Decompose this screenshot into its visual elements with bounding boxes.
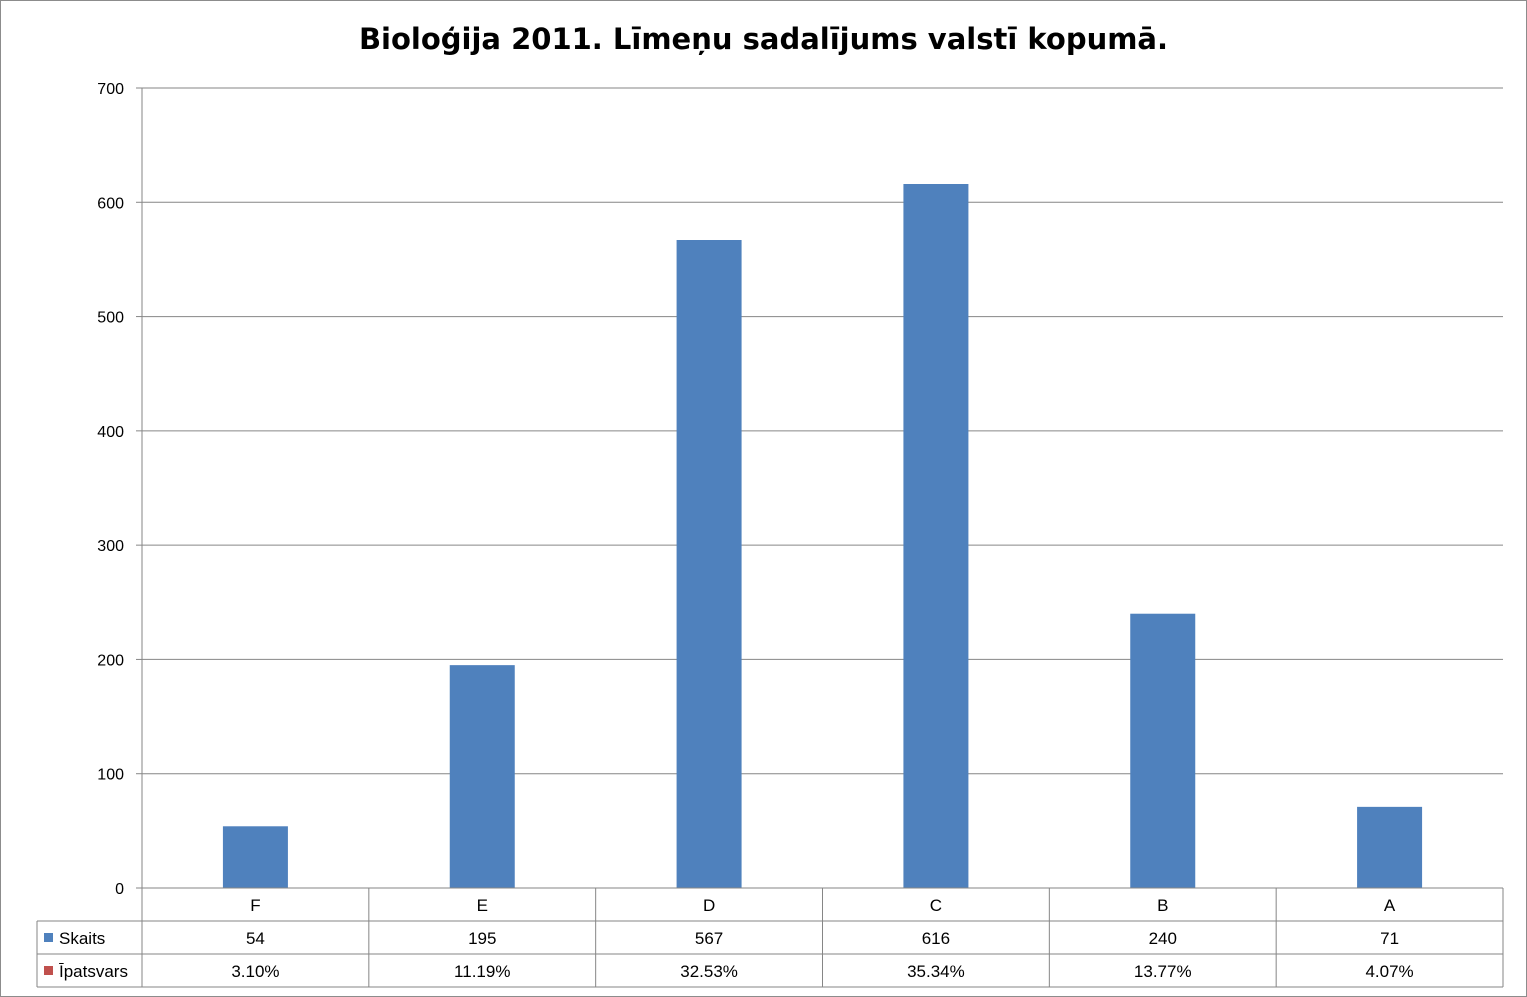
data-cell: 71 xyxy=(1380,929,1399,948)
data-cell: 616 xyxy=(922,929,950,948)
series-name: Īpatsvars xyxy=(59,962,128,981)
data-table: F E D C B A Skaits 54 195 567 616 240 71 Īpatsvars 3.1… xyxy=(36,887,1504,988)
legend-key-1 xyxy=(44,933,53,942)
y-tick-label: 0 xyxy=(115,881,124,898)
data-cell: 240 xyxy=(1149,929,1177,948)
data-cell: 13.77% xyxy=(1134,962,1192,981)
bars xyxy=(222,184,1423,888)
y-tick-label: 200 xyxy=(97,652,124,669)
bar-D xyxy=(676,240,742,888)
bar-C xyxy=(903,184,969,888)
data-cell: 4.07% xyxy=(1365,962,1413,981)
y-axis-ticks: 0 100 200 300 400 500 600 700 xyxy=(97,81,124,898)
bar-F xyxy=(222,826,288,888)
data-cell: 11.19% xyxy=(454,962,510,981)
category-label: F xyxy=(250,896,260,915)
data-cell: 32.53% xyxy=(680,962,738,981)
data-cell: 567 xyxy=(695,929,723,948)
bar-E xyxy=(449,665,515,888)
legend-key-2 xyxy=(44,966,53,975)
y-tick-label: 600 xyxy=(97,195,124,212)
gridlines xyxy=(136,87,1503,889)
data-cell: 3.10% xyxy=(231,962,279,981)
category-label: C xyxy=(930,896,942,915)
y-tick-label: 700 xyxy=(97,81,124,98)
y-tick-label: 400 xyxy=(97,424,124,441)
y-tick-label: 300 xyxy=(97,538,124,555)
data-cell: 54 xyxy=(246,929,265,948)
category-label: B xyxy=(1157,896,1168,915)
y-tick-label: 500 xyxy=(97,310,124,327)
data-cell: 195 xyxy=(468,929,496,948)
bar-B xyxy=(1130,613,1196,888)
bar-A xyxy=(1357,806,1423,888)
chart-title: Bioloģija 2011. Līmeņu sadalījums valstī… xyxy=(358,22,1169,56)
data-cell: 35.34% xyxy=(907,962,965,981)
category-label: A xyxy=(1384,896,1396,915)
y-tick-label: 100 xyxy=(97,767,124,784)
series-name: Skaits xyxy=(59,929,105,948)
category-label: D xyxy=(703,896,715,915)
category-label: E xyxy=(477,896,488,915)
